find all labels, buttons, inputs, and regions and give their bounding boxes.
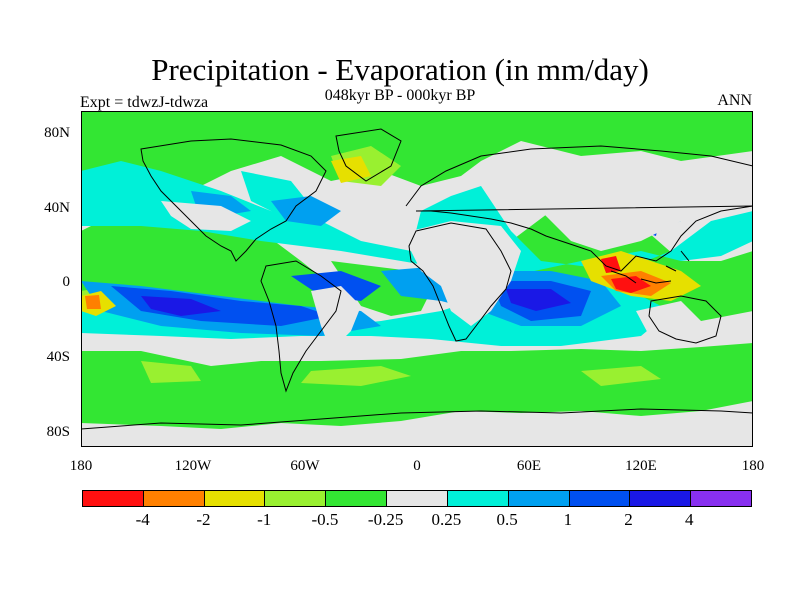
colorbar-label: -0.25 [367,510,404,529]
colorbar-box [569,491,631,506]
season-label: ANN [717,92,752,109]
plot-subtitle: 048kyr BP - 000kyr BP [324,87,476,104]
colorbar-box [387,491,448,506]
colorbar-box [204,491,266,506]
colorbar-box [143,491,205,506]
lon-label-0: 0 [413,458,421,474]
lon-label-180w: 180 [69,458,93,474]
map-svg [81,111,753,447]
colorbar-label: -1 [257,510,272,529]
lat-label-80n: 80N [44,125,70,141]
lat-label-80s: 80S [46,424,70,440]
colorbar-label: -0.5 [311,510,339,529]
lon-label-180e: 180 [741,458,765,474]
lon-label-60w: 60W [290,458,320,474]
colorbar-box [326,491,388,506]
colorbar-box [83,491,144,506]
lat-label-0: 0 [62,274,71,290]
colorbar-label: 2 [624,510,633,529]
world-map [81,111,753,447]
coastlines [81,128,753,430]
colorbar [82,490,752,507]
colorbar-box [508,491,570,506]
colorbar-box [265,491,327,506]
lat-label-40n: 40N [44,200,70,216]
colorbar-label: 1 [563,510,573,529]
colorbar-box [447,491,509,506]
colorbar-box [630,491,692,506]
colorbar-label: -4 [135,510,150,529]
lat-label-40s: 40S [46,349,70,365]
lon-label-60e: 60E [516,458,542,474]
colorbar-label: 0.25 [431,510,462,529]
colorbar-label: 0.5 [496,510,518,529]
lon-label-120w: 120W [174,458,212,474]
experiment-label: Expt = tdwzJ-tdwza [80,94,209,111]
map-border [81,111,753,447]
colorbar-box [691,491,751,506]
colorbar-label: 4 [685,510,694,529]
plot-title: Precipitation - Evaporation (in mm/day) [151,52,649,87]
lon-label-120e: 120E [625,458,657,474]
colorbar-label: -2 [196,510,211,529]
red-anomaly-regions [601,256,651,293]
